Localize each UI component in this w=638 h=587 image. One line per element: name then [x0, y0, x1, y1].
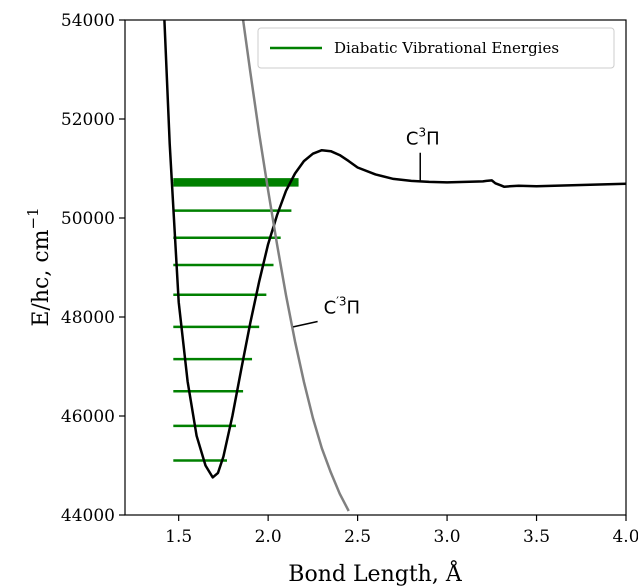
x-tick-label: 2.5	[344, 527, 371, 547]
axes: 1.5 2.0 2.5 3.0 3.5 4.0 44000 46000 48000 50000 52…	[61, 11, 638, 547]
x-tick-label: 4.0	[612, 527, 638, 547]
legend: Diabatic Vibrational Energies	[257, 27, 615, 69]
y-axis-label: E/hc, cm−1	[24, 207, 54, 326]
potential-curves	[163, 20, 626, 512]
y-axis-label-main: E/hc, cm	[29, 229, 54, 326]
legend-box	[257, 27, 615, 69]
x-axis-label: Bond Length, Å	[288, 559, 463, 587]
annotation-c3pi: C3Π	[406, 126, 440, 150]
x-tick-label: 3.5	[523, 527, 550, 547]
x-tick-label: 1.5	[165, 527, 192, 547]
y-tick-label: 46000	[61, 407, 115, 427]
x-tick-label: 3.0	[434, 527, 461, 547]
y-axis-label-sup: −1	[24, 207, 42, 229]
x-tick-label: 2.0	[255, 527, 282, 547]
annotation-c-prime-3pi: C′3Π	[324, 295, 360, 319]
legend-label: Diabatic Vibrational Energies	[334, 39, 559, 57]
curve-c-prime-3pi	[241, 20, 350, 512]
y-tick-label: 52000	[61, 110, 115, 130]
y-tick-label: 54000	[61, 11, 115, 31]
y-axis-label-group: E/hc, cm−1	[24, 207, 54, 326]
annotations: C3Π C′3Π	[293, 126, 440, 328]
plot-background	[125, 20, 626, 515]
plot-frame	[124, 19, 627, 516]
vibrational-levels	[173, 178, 299, 462]
annotation-pointer-c-prime-3pi	[293, 320, 318, 328]
y-tick-label: 44000	[61, 506, 115, 526]
y-tick-label: 48000	[61, 308, 115, 328]
y-tick-label: 50000	[61, 209, 115, 229]
plot-area	[125, 20, 626, 515]
curve-c3pi	[163, 20, 626, 479]
